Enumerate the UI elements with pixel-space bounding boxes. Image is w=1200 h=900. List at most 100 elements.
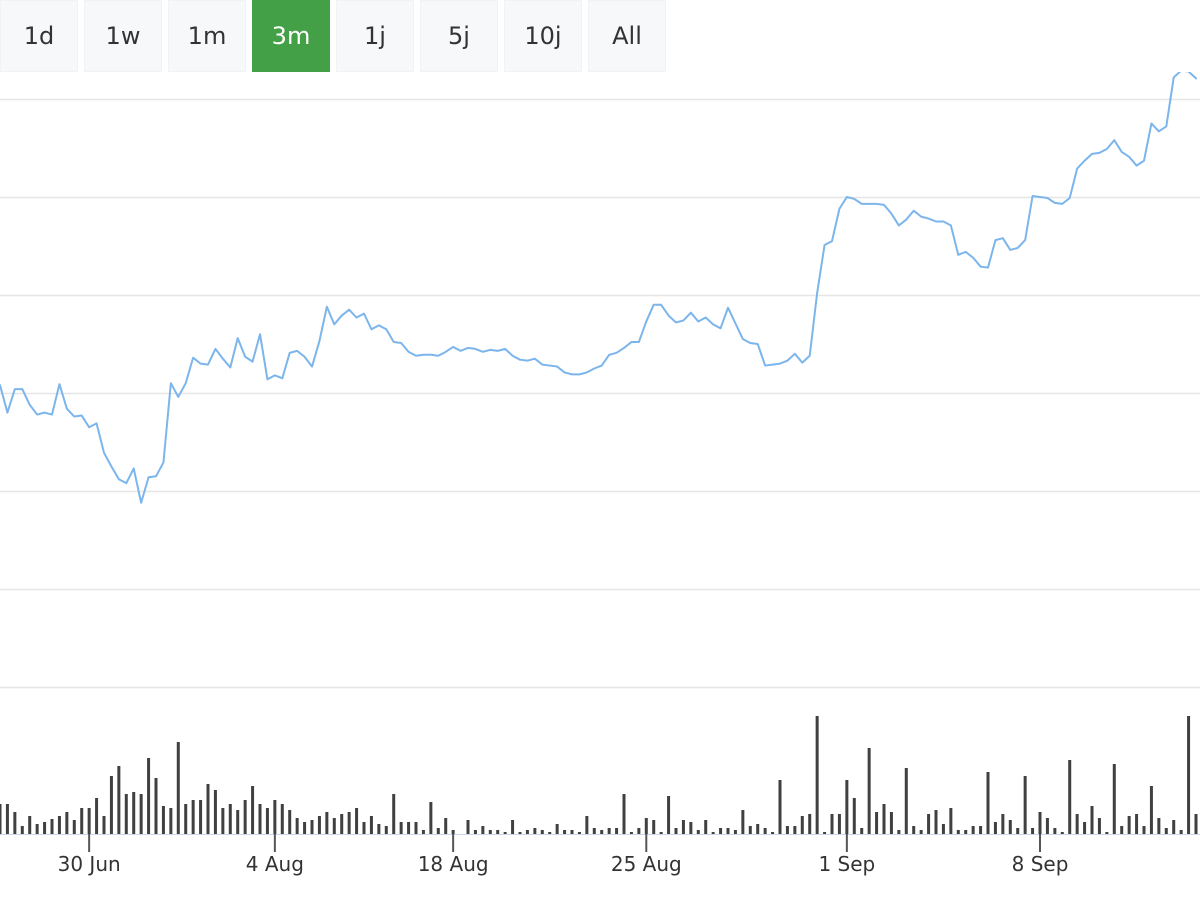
volume-bar [1142, 826, 1146, 834]
volume-bar [726, 828, 730, 834]
x-axis-tick-label: 4 Aug [246, 852, 304, 876]
volume-bar [369, 816, 373, 834]
volume-bars [0, 716, 1200, 835]
volume-bar [518, 832, 522, 834]
volume-bar [1149, 786, 1153, 834]
volume-bar [785, 826, 789, 834]
volume-bar [488, 830, 492, 834]
volume-bar [904, 768, 908, 834]
volume-bar [927, 814, 931, 834]
volume-bar [265, 808, 269, 834]
volume-bar [496, 830, 500, 834]
volume-bar [570, 830, 574, 834]
volume-bar [1112, 764, 1116, 834]
volume-bar [176, 742, 180, 834]
volume-bar [763, 828, 767, 834]
volume-bar [889, 812, 893, 834]
volume-bar [1194, 814, 1198, 834]
volume-bar [13, 812, 17, 834]
volume-bar [607, 828, 611, 834]
range-button-all[interactable]: All [588, 0, 666, 72]
volume-bar [72, 820, 76, 834]
volume-bar [161, 806, 165, 834]
volume-bar [199, 800, 203, 834]
volume-bar [109, 776, 113, 834]
volume-bar [102, 816, 106, 834]
range-button-1m[interactable]: 1m [168, 0, 246, 72]
price-line [0, 69, 1197, 504]
volume-bar [696, 830, 700, 834]
volume-bar [43, 822, 47, 834]
x-axis-tick-label: 25 Aug [611, 852, 682, 876]
volume-bar [1083, 822, 1087, 834]
volume-bar [340, 814, 344, 834]
volume-bar [384, 826, 388, 834]
volume-bar [778, 780, 782, 834]
volume-bar [964, 830, 968, 834]
volume-bar [1097, 818, 1101, 834]
volume-bar [421, 830, 425, 834]
volume-bar [704, 820, 708, 834]
volume-bar [1135, 814, 1139, 834]
volume-bar [288, 810, 292, 834]
range-button-1j[interactable]: 1j [336, 0, 414, 72]
volume-bar [28, 816, 32, 834]
volume-bar [733, 830, 737, 834]
volume-bar [184, 804, 188, 834]
volume-bar [815, 716, 819, 834]
x-axis-tick-label: 30 Jun [58, 852, 121, 876]
volume-bar [860, 828, 864, 834]
volume-bar [852, 798, 856, 834]
volume-bar [941, 824, 945, 834]
range-button-1w[interactable]: 1w [84, 0, 162, 72]
volume-bar [5, 804, 9, 834]
volume-bar [563, 830, 567, 834]
volume-bar [147, 758, 151, 834]
range-button-5j[interactable]: 5j [420, 0, 498, 72]
grid-lines [0, 98, 1200, 689]
volume-bar [347, 812, 351, 834]
volume-bar [600, 830, 604, 834]
volume-bar [741, 810, 745, 834]
volume-bar [971, 826, 975, 834]
range-button-1d[interactable]: 1d [0, 0, 78, 72]
volume-bar [1031, 828, 1035, 834]
volume-bar [362, 822, 366, 834]
volume-bar [317, 816, 321, 834]
volume-bar [154, 778, 158, 834]
volume-bar [525, 830, 529, 834]
volume-bar [837, 814, 841, 834]
volume-bar [756, 824, 760, 834]
volume-bar [399, 822, 403, 834]
volume-bar [1127, 816, 1131, 834]
range-button-3m[interactable]: 3m [252, 0, 330, 72]
volume-bar [377, 824, 381, 834]
volume-bar [800, 816, 804, 834]
volume-bar [644, 818, 648, 834]
volume-bar [191, 800, 195, 834]
volume-bar [540, 830, 544, 834]
volume-bar [748, 826, 752, 834]
volume-bar [845, 780, 849, 834]
volume-bar [1068, 760, 1072, 834]
volume-bar [1120, 826, 1124, 834]
volume-bar [808, 814, 812, 834]
volume-bar [325, 812, 329, 834]
volume-bar [1075, 814, 1079, 834]
volume-bar [228, 804, 232, 834]
range-button-10j[interactable]: 10j [504, 0, 582, 72]
volume-bar [585, 816, 589, 834]
volume-bar [622, 794, 626, 834]
volume-bar [80, 808, 84, 834]
volume-bar [793, 826, 797, 834]
volume-bar [1008, 820, 1012, 834]
volume-bar [555, 824, 559, 834]
x-axis: 30 Jun 4 Aug 18 Aug 25 Aug 1 Sep 8 Sep [58, 834, 1068, 876]
volume-bar [1164, 828, 1168, 834]
volume-bar [503, 832, 507, 834]
x-axis-tick-label: 18 Aug [418, 852, 489, 876]
price-volume-chart: 30 Jun 4 Aug 18 Aug 25 Aug 1 Sep 8 Sep [0, 69, 1200, 876]
volume-bar [629, 832, 633, 834]
volume-bar [139, 794, 143, 834]
volume-bar [332, 818, 336, 834]
